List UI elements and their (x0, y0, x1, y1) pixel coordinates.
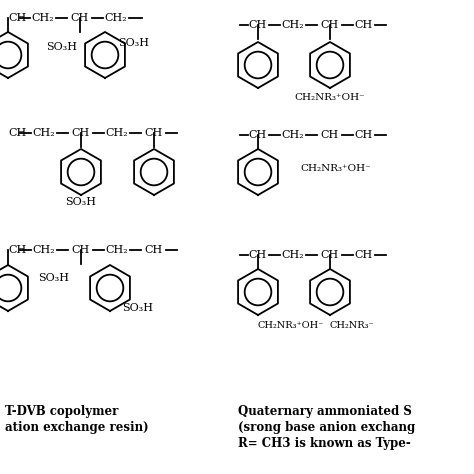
Text: CH: CH (321, 130, 339, 140)
Text: CH₂: CH₂ (282, 20, 304, 30)
Text: CH₂: CH₂ (106, 245, 128, 255)
Text: CH₂: CH₂ (282, 250, 304, 260)
Text: CH₂NR₃⁻: CH₂NR₃⁻ (330, 320, 374, 329)
Text: CH₂: CH₂ (33, 128, 55, 138)
Text: R= CH3 is known as Type-: R= CH3 is known as Type- (238, 437, 411, 450)
Text: SO₃H: SO₃H (118, 38, 149, 48)
Text: CH: CH (249, 250, 267, 260)
Text: CH: CH (8, 13, 26, 23)
Text: CH: CH (321, 250, 339, 260)
Text: CH₂: CH₂ (33, 245, 55, 255)
Text: CH: CH (71, 13, 89, 23)
Text: SO₃H: SO₃H (46, 42, 77, 52)
Text: CH: CH (8, 245, 26, 255)
Text: CH: CH (72, 245, 90, 255)
Text: ation exchange resin): ation exchange resin) (5, 421, 149, 434)
Text: CH: CH (249, 130, 267, 140)
Text: T-DVB copolymer: T-DVB copolymer (5, 405, 118, 418)
Text: CH: CH (355, 250, 373, 260)
Text: CH₂NR₃⁺OH⁻: CH₂NR₃⁺OH⁻ (258, 320, 324, 329)
Text: CH₂NR₃⁺OH⁻: CH₂NR₃⁺OH⁻ (295, 92, 365, 101)
Text: CH₂: CH₂ (32, 13, 55, 23)
Text: CH₂NR₃⁺OH⁻: CH₂NR₃⁺OH⁻ (300, 164, 371, 173)
Text: CH: CH (249, 20, 267, 30)
Text: Quaternary ammoniated S: Quaternary ammoniated S (238, 405, 412, 418)
Text: CH₂: CH₂ (106, 128, 128, 138)
Text: CH: CH (145, 245, 163, 255)
Text: CH: CH (145, 128, 163, 138)
Text: CH: CH (321, 20, 339, 30)
Text: SO₃H: SO₃H (38, 273, 69, 283)
Text: SO₃H: SO₃H (122, 303, 153, 313)
Text: CH: CH (8, 128, 26, 138)
Text: (srong base anion exchang: (srong base anion exchang (238, 421, 415, 434)
Text: CH: CH (355, 130, 373, 140)
Text: CH: CH (355, 20, 373, 30)
Text: CH: CH (72, 128, 90, 138)
Text: CH₂: CH₂ (282, 130, 304, 140)
Text: SO₃H: SO₃H (65, 197, 97, 207)
Text: CH₂: CH₂ (105, 13, 128, 23)
